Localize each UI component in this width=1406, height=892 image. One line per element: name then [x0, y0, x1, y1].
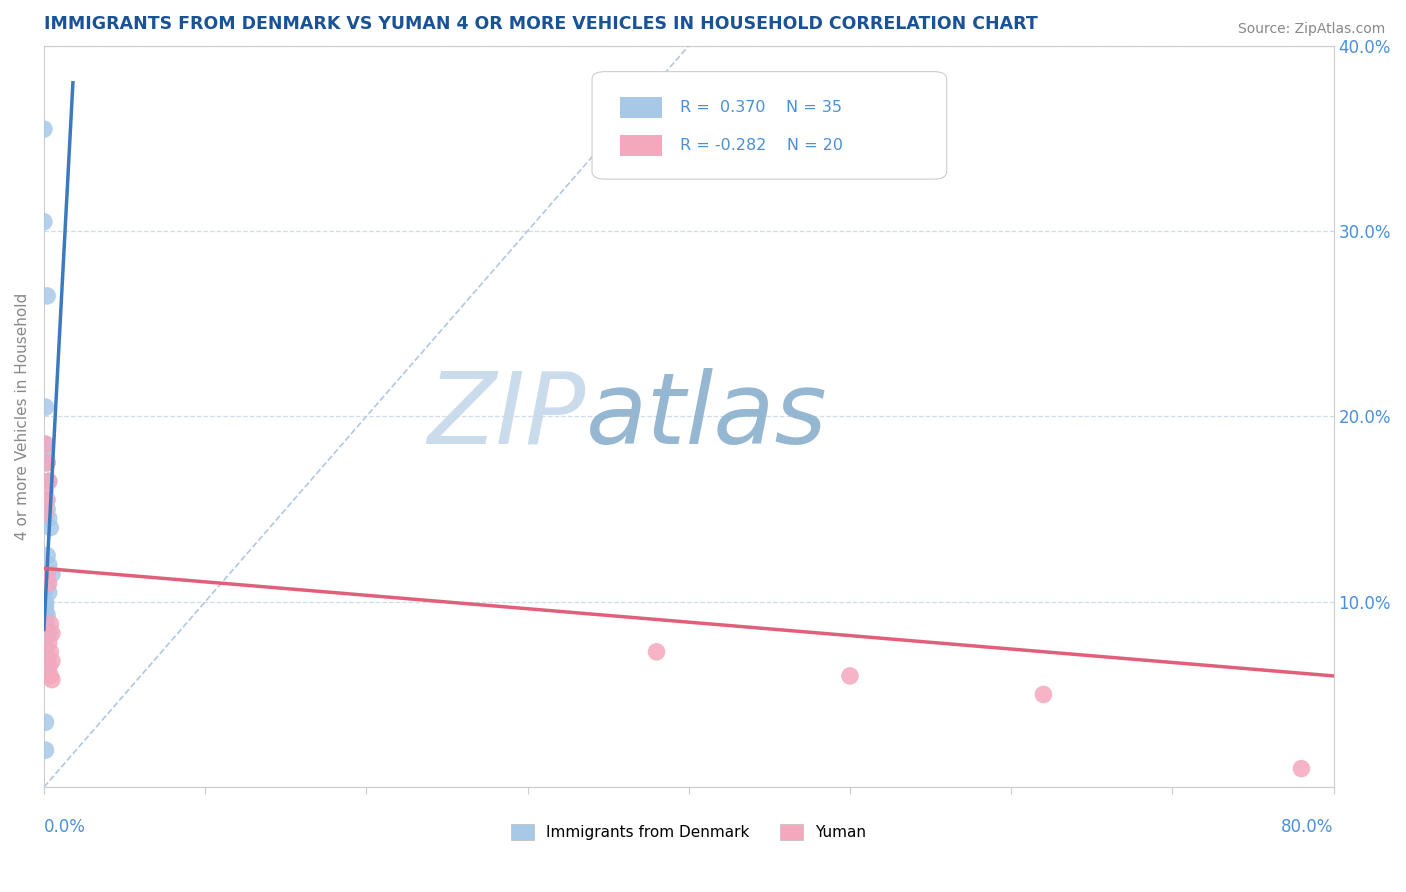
- Point: [39, 669, 62, 683]
- Point: [34, 599, 56, 613]
- Point: [37, 654, 59, 668]
- Point: [39, 521, 62, 535]
- Point: [38, 475, 60, 489]
- Bar: [620, 97, 662, 118]
- Point: [41, 673, 63, 687]
- Point: [34, 647, 56, 661]
- Point: [34, 743, 56, 757]
- Point: [34, 595, 56, 609]
- Point: [41, 654, 63, 668]
- FancyBboxPatch shape: [592, 71, 946, 179]
- Point: [34, 641, 56, 656]
- Point: [37, 492, 59, 507]
- Point: [34, 437, 56, 451]
- Point: [34, 400, 56, 414]
- Text: 80.0%: 80.0%: [1281, 818, 1334, 836]
- Point: [34, 573, 56, 587]
- Text: R = -0.282    N = 20: R = -0.282 N = 20: [679, 138, 842, 153]
- Point: [34, 617, 56, 632]
- Point: [34, 566, 56, 581]
- Text: ZIP: ZIP: [427, 368, 585, 465]
- Point: [38, 585, 60, 599]
- Point: [34, 604, 56, 618]
- Point: [37, 502, 59, 516]
- Text: R =  0.370    N = 35: R = 0.370 N = 35: [679, 100, 842, 115]
- Point: [34, 632, 56, 646]
- Point: [38, 558, 60, 572]
- Point: [38, 576, 60, 591]
- Point: [37, 607, 59, 622]
- Point: [41, 566, 63, 581]
- Point: [38, 511, 60, 525]
- Text: Source: ZipAtlas.com: Source: ZipAtlas.com: [1237, 22, 1385, 37]
- Point: [34, 492, 56, 507]
- Point: [34, 483, 56, 498]
- Point: [34, 506, 56, 520]
- Point: [38, 659, 60, 673]
- Point: [39, 645, 62, 659]
- Point: [37, 456, 59, 470]
- Point: [38, 626, 60, 640]
- Point: [38, 635, 60, 649]
- Point: [39, 617, 62, 632]
- Point: [37, 549, 59, 563]
- Point: [1291, 762, 1313, 776]
- Point: [34, 446, 56, 460]
- Bar: [620, 136, 662, 156]
- Point: [34, 437, 56, 451]
- Point: [38, 475, 60, 489]
- Point: [34, 715, 56, 730]
- Text: atlas: atlas: [585, 368, 827, 465]
- Legend: Immigrants from Denmark, Yuman: Immigrants from Denmark, Yuman: [505, 818, 873, 847]
- Point: [37, 566, 59, 581]
- Point: [32, 215, 55, 229]
- Point: [1032, 688, 1054, 702]
- Y-axis label: 4 or more Vehicles in Household: 4 or more Vehicles in Household: [15, 293, 30, 540]
- Text: 0.0%: 0.0%: [44, 818, 86, 836]
- Point: [34, 650, 56, 665]
- Point: [37, 623, 59, 637]
- Text: IMMIGRANTS FROM DENMARK VS YUMAN 4 OR MORE VEHICLES IN HOUSEHOLD CORRELATION CHA: IMMIGRANTS FROM DENMARK VS YUMAN 4 OR MO…: [44, 15, 1038, 33]
- Point: [34, 613, 56, 627]
- Point: [37, 289, 59, 303]
- Point: [839, 669, 862, 683]
- Point: [32, 122, 55, 136]
- Point: [38, 659, 60, 673]
- Point: [37, 580, 59, 594]
- Point: [645, 645, 668, 659]
- Point: [37, 456, 59, 470]
- Point: [41, 626, 63, 640]
